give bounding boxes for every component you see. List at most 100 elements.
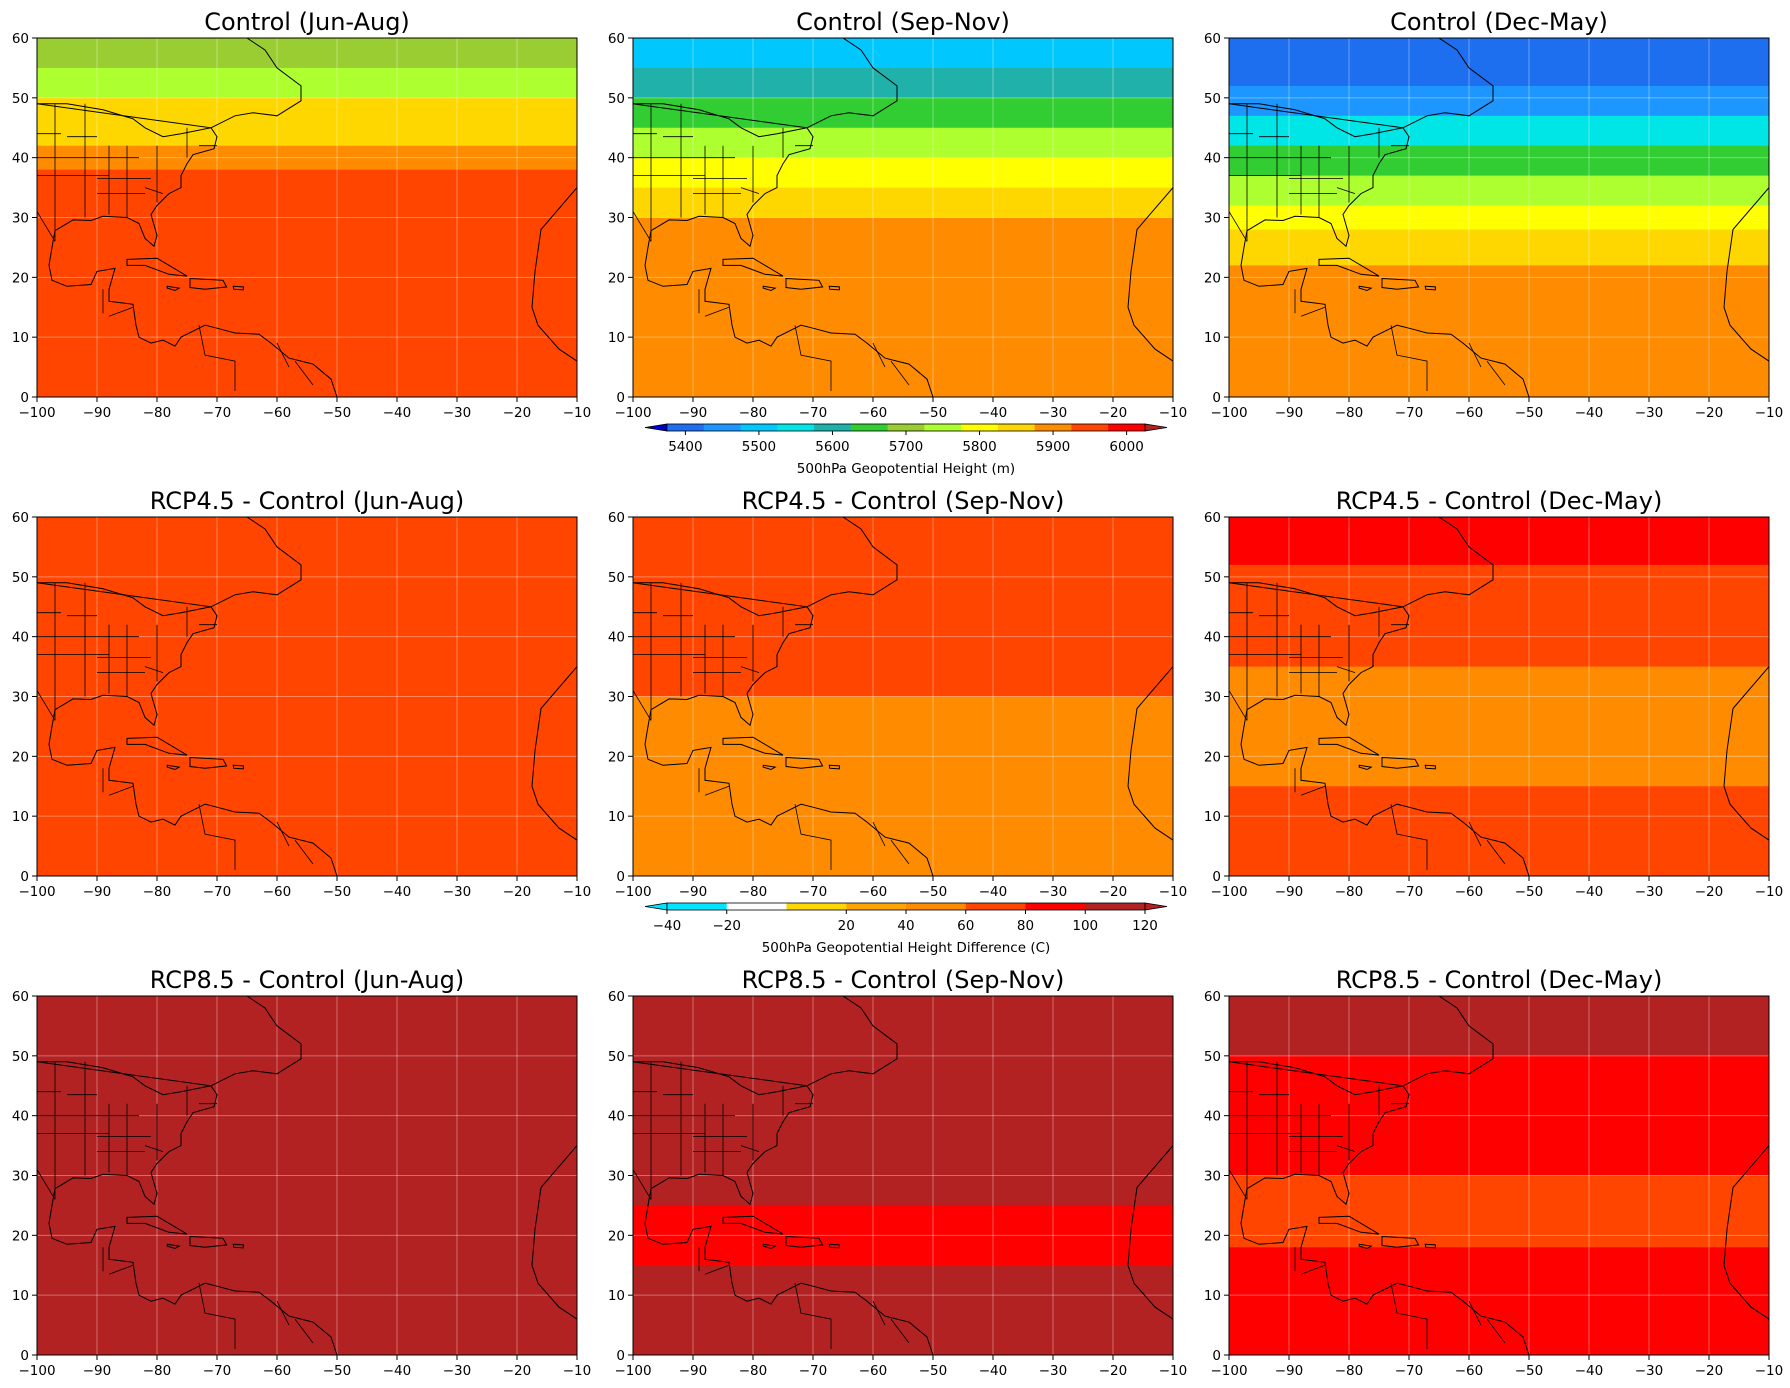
coastline xyxy=(633,582,934,876)
y-tick-label: 50 xyxy=(1204,91,1221,107)
y-tick-label: 60 xyxy=(1204,510,1221,526)
y-tick-label: 0 xyxy=(20,1348,29,1364)
colorbar-tick-label: −40 xyxy=(653,918,682,934)
x-tick-label: −30 xyxy=(1635,1363,1664,1379)
x-tick-label: −20 xyxy=(1099,884,1128,900)
contour-band xyxy=(633,157,1173,189)
map-panel-rcp45-djfmam: RCP4.5 - Control (Dec-May)−100 −90 −80 −70−… xyxy=(1204,487,1783,900)
x-tick-label: −100 xyxy=(1210,1363,1247,1379)
border-line xyxy=(1336,666,1356,673)
y-tick-label: 20 xyxy=(608,749,625,765)
x-tick-label: −50 xyxy=(1515,884,1544,900)
colorbar-segment xyxy=(740,424,778,431)
y-tick-label: 40 xyxy=(608,630,625,646)
x-tick-label: −20 xyxy=(503,405,532,421)
y-tick-label: 50 xyxy=(12,1049,29,1065)
coastline xyxy=(1229,517,1494,617)
coastline xyxy=(1229,582,1530,876)
colorbar-segment xyxy=(1071,424,1109,431)
border-line xyxy=(740,666,760,673)
y-tick-label: 40 xyxy=(1204,1109,1221,1125)
coastline xyxy=(785,1235,824,1248)
coastline xyxy=(1723,186,1769,362)
y-tick-label: 50 xyxy=(1204,1049,1221,1065)
coastline xyxy=(633,996,898,1096)
panel-title: RCP4.5 - Control (Sep-Nov) xyxy=(742,487,1065,515)
contour-band xyxy=(633,38,1173,69)
contour-band xyxy=(1229,996,1769,1057)
border-line xyxy=(144,1145,164,1152)
coastline xyxy=(828,764,840,770)
coastline xyxy=(232,1243,244,1249)
coastline xyxy=(1424,1243,1436,1249)
x-tick-label: −40 xyxy=(979,1363,1008,1379)
y-tick-label: 10 xyxy=(608,809,625,825)
border-line xyxy=(294,360,314,386)
colorbar-tick-label: 5600 xyxy=(815,439,849,455)
coastline xyxy=(633,517,898,617)
x-tick-label: −60 xyxy=(859,884,888,900)
x-tick-label: −10 xyxy=(1159,884,1188,900)
border-line xyxy=(890,360,910,386)
colorbar-segment xyxy=(924,424,962,431)
x-tick-label: −30 xyxy=(443,884,472,900)
border-line xyxy=(1486,360,1506,386)
contour-field xyxy=(1229,517,1769,876)
border-line xyxy=(144,666,164,673)
colorbar-segment xyxy=(1085,903,1146,910)
border-line xyxy=(144,187,164,194)
x-tick-label: −90 xyxy=(679,1363,708,1379)
x-tick-label: −80 xyxy=(739,884,768,900)
contour-band xyxy=(633,187,1173,219)
coastline xyxy=(722,736,784,756)
contour-band xyxy=(37,121,577,147)
x-tick-label: −100 xyxy=(18,405,55,421)
coastline xyxy=(1127,665,1173,841)
x-tick-label: −40 xyxy=(383,1363,412,1379)
map-panel-rcp85-son: RCP8.5 - Control (Sep-Nov)−100 −90 −80 −70−… xyxy=(608,966,1187,1379)
border-line xyxy=(108,785,134,796)
y-tick-label: 30 xyxy=(12,1169,29,1185)
colorbar-tick-label: 5700 xyxy=(889,439,923,455)
border-line xyxy=(1468,342,1482,368)
contour-band xyxy=(633,127,1173,159)
y-tick-label: 20 xyxy=(608,270,625,286)
y-tick-label: 30 xyxy=(12,690,29,706)
x-tick-label: −20 xyxy=(1695,1363,1724,1379)
coastline xyxy=(633,1061,934,1355)
map-panel-control-djfmam: Control (Dec-May)−100 −90 −80 −70 −60 −50 −40−… xyxy=(1204,8,1783,421)
border-line xyxy=(633,690,652,721)
x-tick-label: −40 xyxy=(383,884,412,900)
border-line xyxy=(872,1301,886,1326)
x-tick-label: −50 xyxy=(1515,405,1544,421)
y-tick-label: 60 xyxy=(608,510,625,526)
x-tick-label: −40 xyxy=(1575,1363,1604,1379)
x-tick-label: −60 xyxy=(263,884,292,900)
coastline xyxy=(189,277,228,290)
y-tick-label: 60 xyxy=(1204,31,1221,47)
coastline xyxy=(37,38,302,138)
x-tick-label: −80 xyxy=(1335,405,1364,421)
x-tick-label: −50 xyxy=(323,884,352,900)
border-line xyxy=(1486,839,1506,865)
border-line xyxy=(704,306,730,317)
border-line xyxy=(1468,1301,1482,1326)
contour-band xyxy=(633,996,1173,1057)
border-line xyxy=(276,342,290,368)
colorbar-extend-high xyxy=(1144,423,1168,432)
x-tick-label: −20 xyxy=(1695,405,1724,421)
contour-field xyxy=(633,996,1173,1355)
border-line xyxy=(740,1145,760,1152)
x-tick-label: −100 xyxy=(614,884,651,900)
x-tick-label: −30 xyxy=(1635,884,1664,900)
x-tick-label: −90 xyxy=(1275,405,1304,421)
map-panel-rcp85-djfmam: RCP8.5 - Control (Dec-May)−100 −90 −80 −70−… xyxy=(1204,966,1783,1379)
panel-title: RCP4.5 - Control (Dec-May) xyxy=(1336,487,1663,515)
border-line xyxy=(1300,306,1326,317)
x-tick-label: −70 xyxy=(203,1363,232,1379)
colorbar-extend-low xyxy=(644,902,668,911)
y-tick-label: 0 xyxy=(1212,869,1221,885)
contour-field xyxy=(37,38,577,397)
x-tick-label: −80 xyxy=(143,405,172,421)
contour-band xyxy=(37,38,577,69)
